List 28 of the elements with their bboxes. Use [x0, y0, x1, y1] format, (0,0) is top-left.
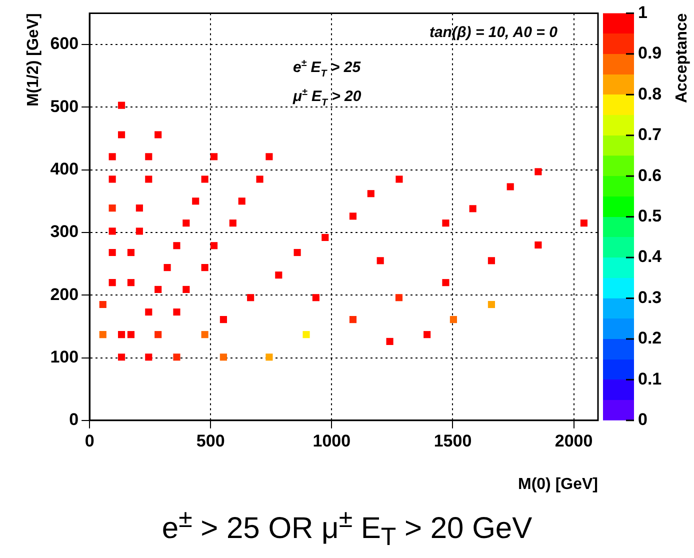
x-tick-label: 2000 — [554, 431, 593, 450]
text: e$^{±}$ > 25 OR μ$^{±}$ E$_{T}$ > 20 GeV — [160, 505, 534, 552]
y-tick-label: 200 — [50, 284, 79, 304]
color-bar-title: Acceptance — [673, 13, 690, 104]
color-bar-label: 0.8 — [638, 84, 662, 104]
x-tick-label: 1000 — [312, 431, 351, 450]
annotation: tan(β) = 10, A0 = 0 — [429, 24, 558, 42]
x-axis-title: M(0) [GeV] — [518, 476, 598, 493]
color-bar-label: 0.7 — [638, 125, 662, 144]
y-tick-label: 600 — [50, 34, 79, 54]
color-bar-label: 0.2 — [638, 328, 662, 348]
x-tick-label: 500 — [196, 431, 225, 450]
color-bar-label: 0.3 — [638, 288, 662, 307]
color-bar-label: 0 — [638, 410, 648, 430]
color-bar-label: 0.5 — [638, 206, 662, 226]
x-tick-label: 1500 — [434, 431, 472, 450]
color-bar-label: 0.6 — [638, 166, 662, 185]
color-bar-label: 1 — [638, 2, 648, 22]
y-axis-title: M(1/2) [GeV] — [25, 13, 42, 107]
y-tick-label: 400 — [50, 160, 79, 179]
y-tick-label: 100 — [50, 347, 79, 366]
color-bar-label: 0.9 — [638, 44, 662, 63]
x-tick-label: 0 — [84, 431, 94, 450]
y-tick-label: 0 — [69, 410, 79, 430]
color-bar-label: 0.1 — [638, 369, 662, 388]
color-bar-label: 0.4 — [638, 247, 662, 266]
y-tick-label: 500 — [50, 96, 79, 116]
y-tick-label: 300 — [50, 222, 79, 242]
